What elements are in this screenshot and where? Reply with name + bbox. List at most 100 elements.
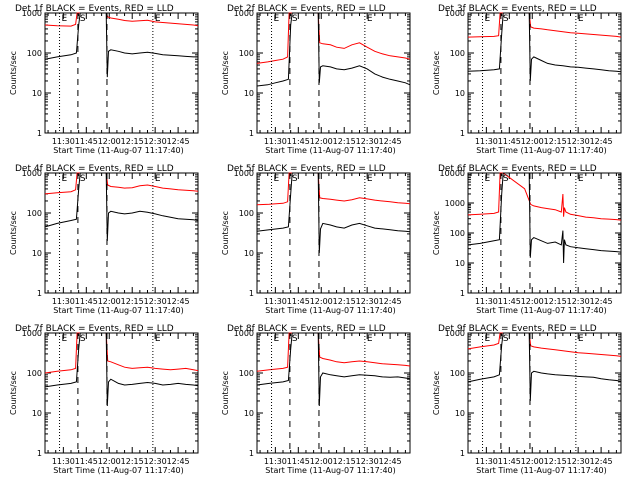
y-axis-label: Counts/sec xyxy=(9,371,18,415)
x-tick-label: 12:45 xyxy=(590,457,613,466)
series-line-events xyxy=(44,332,199,407)
chart-title: Det 8f BLACK = Events, RED = LLD xyxy=(227,324,386,334)
x-tick-label: 12:30 xyxy=(356,137,379,146)
marker-label-e: E xyxy=(485,174,491,184)
plot-frame xyxy=(467,12,622,134)
x-tick-label: 12:45 xyxy=(590,297,613,306)
chart-panel-4: Det 4f BLACK = Events, RED = LLD 1 10 100 10… xyxy=(9,164,199,315)
chart-title: Det 3f BLACK = Events, RED = LLD xyxy=(438,4,597,14)
y-tick-label: 1000 xyxy=(22,329,42,338)
y-tick-label: 10 xyxy=(455,409,465,418)
x-tick-label: 12:00 xyxy=(521,457,544,466)
series-line-lld xyxy=(44,332,199,374)
chart-title: Det 9f BLACK = Events, RED = LLD xyxy=(438,324,597,334)
marker-label-e: E xyxy=(62,14,68,24)
y-axis-label: Counts/sec xyxy=(9,51,18,95)
x-axis-label: Start Time (11-Aug-07 11:17:40) xyxy=(265,306,396,315)
y-tick-label: 100 xyxy=(450,229,465,238)
x-axis-label: Start Time (11-Aug-07 11:17:40) xyxy=(476,306,607,315)
x-tick-label: 12:30 xyxy=(567,457,590,466)
x-tick-label: 12:45 xyxy=(590,137,613,146)
plot-frame xyxy=(256,12,411,134)
y-tick-label: 1 xyxy=(37,129,42,138)
plot-frame xyxy=(467,332,622,454)
marker-label-e: E xyxy=(274,174,280,184)
series-line-events xyxy=(44,172,199,242)
y-tick-label: 1 xyxy=(249,289,254,298)
series-line-events xyxy=(256,172,411,254)
chart-panel-7: Det 7f BLACK = Events, RED = LLD 1 10 100 10… xyxy=(9,324,199,475)
marker-label-e: E xyxy=(367,174,373,184)
marker-label-e: E xyxy=(274,334,280,344)
x-tick-label: 12:30 xyxy=(356,297,379,306)
y-tick-label: 10 xyxy=(244,249,254,258)
y-tick-label: 100 xyxy=(450,49,465,58)
x-tick-label: 11:30 xyxy=(264,457,287,466)
plot-frame xyxy=(44,332,199,454)
series-line-events xyxy=(44,12,198,78)
plot-frame xyxy=(256,172,411,294)
x-tick-label: 12:45 xyxy=(167,297,190,306)
x-tick-label: 12:15 xyxy=(544,137,567,146)
x-tick-label: 12:45 xyxy=(379,297,402,306)
x-axis-label: Start Time (11-Aug-07 11:17:40) xyxy=(265,466,396,475)
series-line-events xyxy=(256,12,411,87)
series-line-lld xyxy=(256,332,411,372)
y-tick-label: 1000 xyxy=(22,9,42,18)
x-tick-label: 12:45 xyxy=(167,457,190,466)
marker-label-e: E xyxy=(578,334,584,344)
y-tick-label: 1 xyxy=(460,289,465,298)
y-tick-label: 1000 xyxy=(445,199,465,208)
x-tick-label: 11:30 xyxy=(52,297,75,306)
x-tick-label: 12:45 xyxy=(379,457,402,466)
x-tick-label: 12:45 xyxy=(167,137,190,146)
y-tick-label: 1 xyxy=(460,449,465,458)
y-tick-label: 100 xyxy=(27,209,42,218)
marker-label-e: E xyxy=(62,334,68,344)
y-axis-label: Counts/sec xyxy=(221,51,230,95)
x-tick-label: 12:00 xyxy=(310,457,333,466)
x-tick-label: 11:45 xyxy=(498,297,521,306)
x-tick-label: 11:45 xyxy=(287,137,310,146)
chart-panel-8: Det 8f BLACK = Events, RED = LLD 1 10 100 10… xyxy=(221,324,411,475)
marker-label-s: S xyxy=(292,14,298,24)
x-axis-label: Start Time (11-Aug-07 11:17:40) xyxy=(476,146,607,155)
marker-label-s: S xyxy=(80,14,86,24)
series-line-events xyxy=(256,332,411,407)
marker-label-s: S xyxy=(80,174,86,184)
x-tick-label: 11:30 xyxy=(475,297,498,306)
marker-label-s: S xyxy=(80,334,86,344)
x-tick-label: 12:15 xyxy=(121,457,144,466)
series-line-events xyxy=(467,332,622,402)
chart-title: Det 7f BLACK = Events, RED = LLD xyxy=(15,324,174,334)
chart-title: Det 4f BLACK = Events, RED = LLD xyxy=(15,164,174,174)
y-tick-label: 100 xyxy=(27,49,42,58)
marker-label-e: E xyxy=(578,174,584,184)
x-tick-label: 12:15 xyxy=(544,457,567,466)
x-tick-label: 11:45 xyxy=(287,457,310,466)
x-tick-label: 12:30 xyxy=(567,137,590,146)
y-tick-label: 1 xyxy=(37,289,42,298)
chart-panel-9: Det 9f BLACK = Events, RED = LLD 1 10 100 10… xyxy=(432,324,622,475)
chart-panel-2: Det 2f BLACK = Events, RED = LLD 1 10 100 10… xyxy=(221,4,411,155)
x-tick-label: 12:00 xyxy=(310,297,333,306)
y-tick-label: 1000 xyxy=(234,329,254,338)
series-line-lld xyxy=(256,12,411,64)
y-tick-label: 1000 xyxy=(234,9,254,18)
chart-panel-1: Det 1f BLACK = Events, RED = LLD 1 10 100 10… xyxy=(9,4,199,155)
x-tick-label: 12:15 xyxy=(544,297,567,306)
chart-title: Det 2f BLACK = Events, RED = LLD xyxy=(227,4,386,14)
x-tick-label: 12:15 xyxy=(333,457,356,466)
chart-panel-3: Det 3f BLACK = Events, RED = LLD 1 10 100 10… xyxy=(432,4,622,155)
y-axis-label: Counts/sec xyxy=(432,51,441,95)
x-tick-label: 12:30 xyxy=(144,297,167,306)
x-tick-label: 12:15 xyxy=(121,137,144,146)
series-line-lld xyxy=(467,172,622,221)
y-tick-label: 10 xyxy=(32,409,42,418)
x-tick-label: 12:00 xyxy=(521,297,544,306)
marker-label-e: E xyxy=(367,14,373,24)
series-line-lld xyxy=(256,172,411,206)
marker-label-s: S xyxy=(503,14,509,24)
y-axis-label: Counts/sec xyxy=(432,371,441,415)
